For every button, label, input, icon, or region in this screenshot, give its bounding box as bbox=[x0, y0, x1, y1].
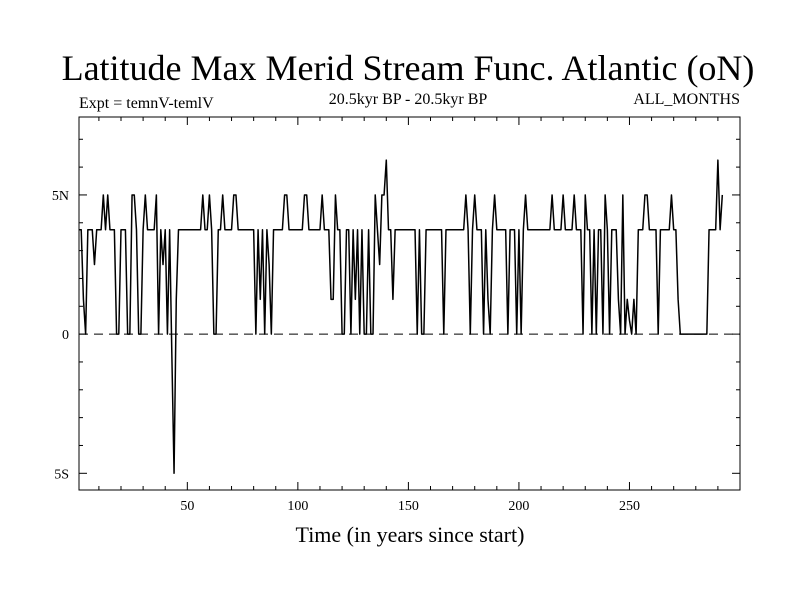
x-tick-label: 150 bbox=[398, 499, 419, 514]
subtitle-left: Expt = temnV-temlV bbox=[79, 95, 214, 112]
y-tick-label: 5N bbox=[52, 189, 69, 204]
subtitle-right: ALL_MONTHS bbox=[633, 91, 740, 108]
x-axis-label: Time (in years since start) bbox=[296, 522, 525, 547]
series-line bbox=[79, 159, 724, 475]
chart-title: Latitude Max Merid Stream Func. Atlantic… bbox=[62, 48, 755, 88]
y-tick-label: 5S bbox=[54, 467, 69, 482]
plot-frame bbox=[78, 116, 741, 491]
x-tick-label: 200 bbox=[508, 499, 529, 514]
series-group bbox=[79, 159, 724, 475]
y-tick-label: 0 bbox=[62, 328, 69, 343]
x-axis-ticks: 50 100 150 200 250 bbox=[98, 117, 719, 514]
x-tick-label: 50 bbox=[180, 499, 194, 514]
subtitle-center: 20.5kyr BP - 20.5kyr BP bbox=[329, 91, 488, 108]
x-tick-label: 250 bbox=[619, 499, 640, 514]
x-tick-label: 100 bbox=[287, 499, 308, 514]
